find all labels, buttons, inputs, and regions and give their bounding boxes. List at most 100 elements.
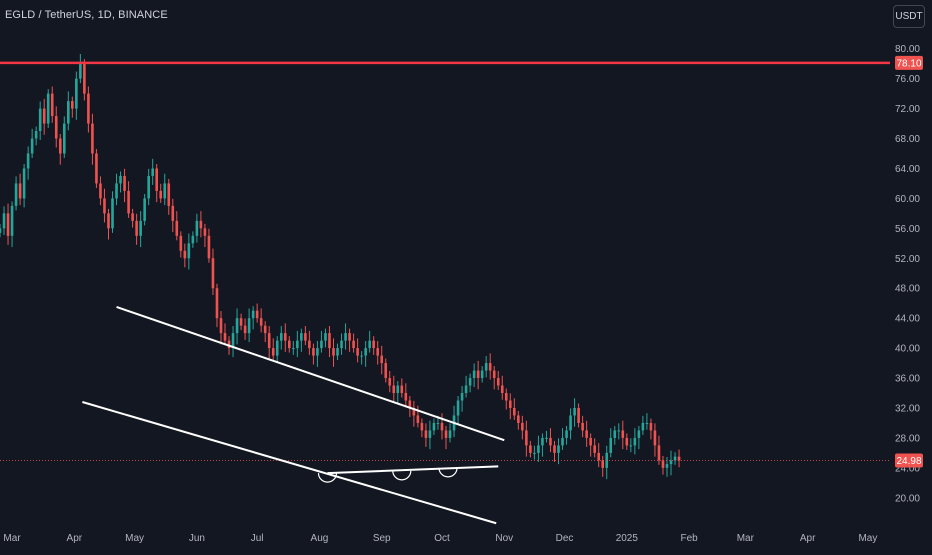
- symbol-title[interactable]: EGLD / TetherUS, 1D, BINANCE: [5, 9, 168, 21]
- time-tick-label: Jul: [251, 533, 264, 544]
- candle-body: [545, 437, 548, 439]
- candle-body: [155, 168, 159, 191]
- candle: [71, 96, 74, 118]
- candle-body: [408, 400, 412, 408]
- candle-body: [283, 333, 287, 341]
- candle-body: [368, 340, 371, 349]
- candle: [412, 400, 416, 427]
- candle: [673, 452, 677, 465]
- price-tick-label: 80.00: [895, 44, 920, 55]
- candle: [456, 396, 460, 425]
- candle-body: [332, 348, 335, 356]
- time-tick-label: Sep: [373, 533, 391, 544]
- candle: [263, 321, 267, 343]
- candle: [215, 283, 219, 328]
- resistance-price-badge: [895, 55, 923, 70]
- candle: [408, 396, 412, 417]
- candle: [428, 420, 432, 450]
- candle-body: [71, 101, 74, 109]
- candle: [179, 231, 183, 258]
- candle-body: [629, 445, 633, 447]
- candle-body: [119, 175, 122, 184]
- candle-body: [565, 430, 568, 438]
- candle: [368, 330, 371, 353]
- candle-body: [440, 422, 444, 431]
- candle-body: [392, 385, 396, 394]
- time-tick-label: Jun: [189, 533, 205, 544]
- candle: [292, 340, 295, 355]
- price-tick-label: 40.00: [895, 344, 920, 355]
- time-tick-label: Mar: [3, 533, 21, 544]
- candle: [629, 438, 633, 453]
- candle-body: [95, 153, 98, 184]
- candle-body: [135, 220, 138, 236]
- candles-layer: [0, 53, 681, 480]
- candle-body: [131, 213, 134, 221]
- time-axis: Mar Apr May Jun Jul Aug Sep Oct Nov Dec 2025 Feb Mar…: [3, 533, 877, 544]
- candle-body: [372, 340, 375, 349]
- candle: [199, 211, 203, 238]
- candle: [669, 450, 673, 476]
- candle: [143, 193, 146, 226]
- candle: [279, 326, 283, 350]
- candle-body: [83, 63, 86, 94]
- price-axis: 80.00 76.00 72.00 68.00 64.00 60.00 56.00 52.00…: [895, 44, 923, 504]
- candle-body: [573, 407, 576, 416]
- time-tick-label: Oct: [434, 533, 450, 544]
- candle: [255, 303, 259, 323]
- candle: [2, 206, 6, 236]
- candle-body: [107, 213, 110, 229]
- candle-body: [300, 333, 303, 341]
- candle: [219, 311, 223, 345]
- candle: [541, 433, 544, 457]
- candle: [657, 435, 661, 465]
- candle-body: [376, 348, 379, 356]
- candle-body: [103, 198, 106, 214]
- candle: [167, 178, 171, 215]
- candle-body: [496, 378, 500, 386]
- candle-body: [380, 355, 384, 364]
- candle-body: [231, 333, 235, 349]
- candle-body: [561, 437, 564, 446]
- candle-body: [677, 456, 681, 461]
- candle-body: [46, 93, 50, 124]
- candle: [557, 438, 560, 465]
- candle-body: [352, 340, 355, 349]
- candle: [10, 201, 14, 248]
- candle: [83, 59, 86, 101]
- candle: [549, 428, 552, 453]
- candle: [247, 308, 251, 343]
- price-tick-label: 36.00: [895, 374, 920, 385]
- candle: [577, 403, 580, 428]
- candle-body: [472, 370, 476, 379]
- candle-body: [0, 228, 2, 233]
- candle: [340, 333, 343, 355]
- candle-body: [657, 445, 661, 461]
- candle-body: [400, 385, 404, 394]
- candle-body: [38, 108, 42, 132]
- candle-body: [30, 138, 34, 154]
- candle: [589, 433, 592, 457]
- candle: [440, 413, 444, 440]
- candle: [396, 381, 400, 405]
- candle: [283, 323, 287, 352]
- candle: [593, 438, 596, 458]
- price-tick-label: 48.00: [895, 284, 920, 295]
- drawings-layer: [0, 61, 890, 525]
- candle-body: [348, 333, 351, 341]
- candle-body: [10, 205, 14, 236]
- candle-body: [211, 258, 215, 289]
- candle-body: [219, 318, 223, 334]
- time-tick-label: Mar: [737, 533, 755, 544]
- price-tick-label: 20.00: [895, 493, 920, 504]
- candle: [235, 308, 239, 345]
- candle-body: [139, 220, 142, 236]
- currency-button[interactable]: USDT: [893, 5, 925, 28]
- candle-body: [34, 131, 38, 139]
- candle-body: [593, 445, 596, 453]
- candle: [645, 413, 649, 430]
- candle-body: [263, 325, 267, 334]
- candle-body: [67, 101, 70, 124]
